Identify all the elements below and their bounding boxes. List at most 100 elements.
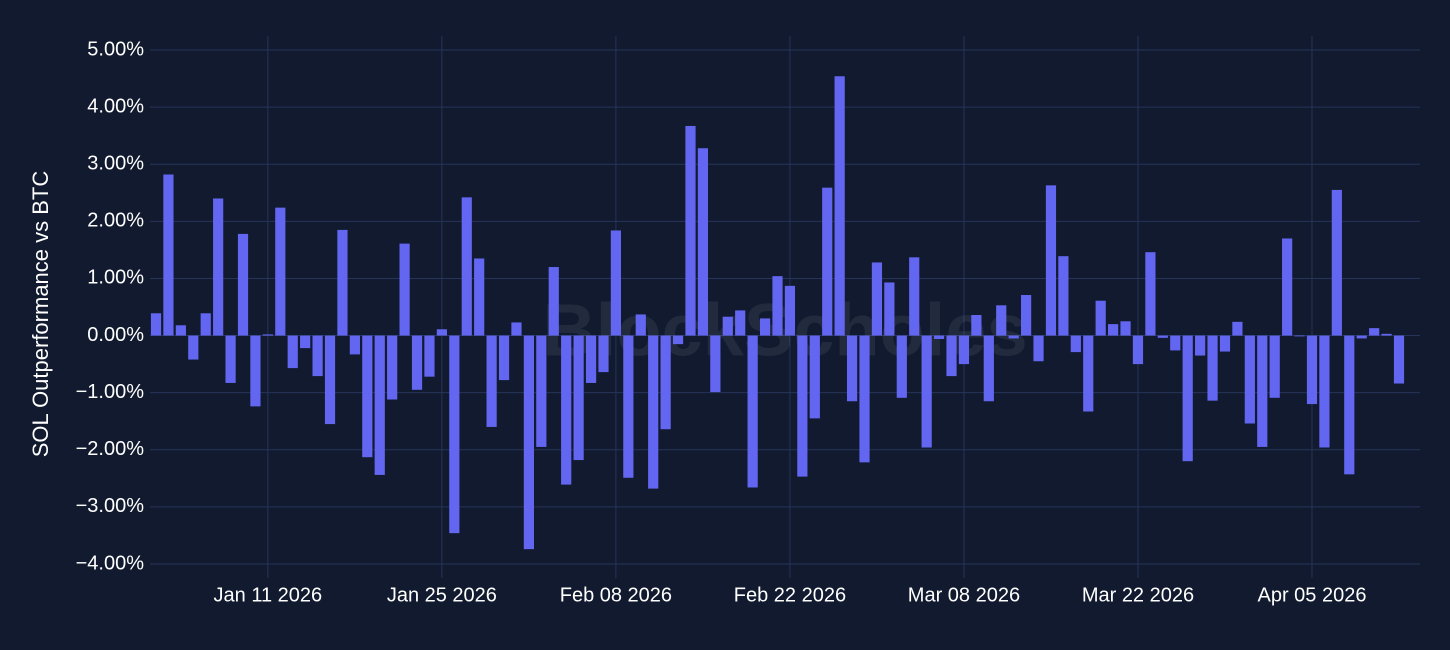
bar — [486, 335, 497, 427]
bar — [735, 310, 746, 336]
bar — [996, 305, 1007, 336]
bar — [846, 335, 858, 402]
bar — [635, 314, 646, 336]
bar — [1369, 328, 1380, 336]
bar — [921, 335, 932, 448]
grid-lines — [150, 36, 1420, 578]
bar — [958, 335, 970, 365]
bar — [772, 276, 783, 336]
bar — [1232, 321, 1243, 336]
bar — [337, 229, 348, 336]
x-tick-label: Jan 11 2026 — [214, 584, 323, 606]
bar — [163, 174, 174, 336]
bar — [213, 198, 224, 336]
bar — [585, 335, 597, 383]
bar — [498, 335, 510, 381]
bar — [275, 207, 286, 336]
bar — [1244, 335, 1255, 424]
bar — [287, 335, 298, 369]
bar — [436, 329, 447, 336]
bar — [1381, 333, 1392, 336]
bar — [399, 243, 410, 336]
bar — [1356, 335, 1367, 339]
bar — [300, 335, 311, 349]
bar — [933, 335, 945, 339]
x-axis-ticks: Jan 11 2026 Jan 25 2026 Feb 08 2026 Feb 22 … — [214, 584, 1367, 606]
bar — [1045, 185, 1057, 336]
bar — [909, 257, 920, 336]
bar — [188, 335, 199, 360]
bar — [461, 197, 472, 336]
bar — [225, 335, 236, 383]
bar — [1269, 335, 1280, 398]
bar — [747, 335, 758, 488]
bar — [1157, 335, 1168, 338]
bar — [623, 335, 634, 478]
bar — [660, 335, 671, 430]
y-tick-label: 4.00% — [87, 95, 144, 117]
bar — [1058, 256, 1069, 336]
bar — [1145, 252, 1156, 336]
bar — [859, 335, 870, 463]
bar — [1393, 335, 1405, 384]
y-tick-label: 2.00% — [87, 210, 144, 232]
y-tick-label: 0.00% — [87, 324, 144, 346]
x-tick-label: Feb 08 2026 — [560, 584, 672, 606]
bar — [1331, 189, 1342, 336]
bar — [896, 335, 907, 398]
bar — [200, 313, 211, 336]
bar — [262, 334, 273, 336]
bar — [871, 262, 883, 336]
x-tick-label: Apr 05 2026 — [1257, 584, 1366, 606]
bar — [1033, 335, 1044, 362]
bar — [971, 315, 982, 336]
bar — [237, 233, 249, 336]
bar — [561, 335, 572, 485]
bar — [598, 335, 609, 373]
bar — [946, 335, 957, 377]
bar — [1120, 321, 1131, 336]
bar — [710, 335, 721, 393]
bar — [312, 335, 323, 377]
bar — [697, 148, 709, 336]
bar — [349, 335, 360, 355]
bar — [1070, 335, 1081, 353]
bar — [1257, 335, 1268, 447]
y-axis-title: SOL Outperformance vs BTC — [28, 171, 53, 458]
x-tick-label: Jan 25 2026 — [387, 584, 497, 606]
bar — [449, 335, 460, 534]
bar — [1083, 335, 1094, 412]
bar — [648, 335, 659, 489]
bar — [884, 282, 895, 336]
y-tick-label: 3.00% — [87, 153, 144, 175]
bar — [834, 76, 845, 336]
bar — [1195, 335, 1206, 356]
bar — [536, 335, 547, 447]
bar — [511, 322, 522, 336]
bar — [1008, 335, 1019, 339]
bar — [1294, 335, 1305, 337]
bar — [150, 313, 162, 336]
bar — [1108, 324, 1119, 336]
x-tick-label: Feb 22 2026 — [734, 584, 846, 606]
bar — [672, 335, 684, 345]
y-tick-label: 1.00% — [87, 267, 144, 289]
bar — [1207, 335, 1218, 401]
y-tick-label: 5.00% — [87, 38, 144, 60]
bar — [175, 325, 186, 336]
y-tick-label: −4.00% — [76, 552, 145, 574]
bar — [474, 258, 485, 336]
bar — [759, 318, 771, 336]
bar — [797, 335, 808, 477]
bar — [1344, 335, 1355, 475]
y-tick-label: −1.00% — [76, 381, 145, 403]
bar — [610, 230, 622, 336]
bar — [1095, 300, 1106, 336]
bar — [1306, 335, 1318, 405]
bar — [573, 335, 584, 461]
bar — [1132, 335, 1144, 365]
bar — [374, 335, 385, 475]
bar — [324, 335, 336, 425]
bar — [809, 335, 820, 419]
